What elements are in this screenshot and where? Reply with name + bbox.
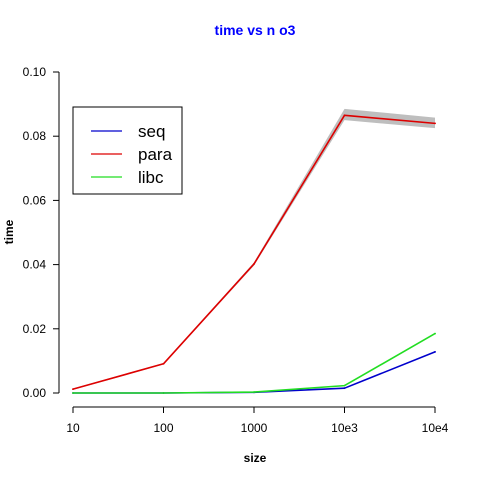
legend-box [72, 106, 183, 195]
y-tick-label: 0.10 [23, 65, 47, 79]
series-point-libc [253, 391, 255, 393]
legend: seq para libc [72, 106, 183, 195]
axis-layer: 0.00 0.02 0.04 0.06 0.08 0.10 10 100 1000 10e3 10e… [23, 65, 449, 435]
x-tick-label: 10e3 [331, 421, 358, 435]
series-point-para [72, 388, 74, 391]
series-point-libc [162, 392, 165, 394]
x-tick-label: 1000 [241, 421, 268, 435]
series-point-libc [434, 332, 436, 335]
y-tick-label: 0.08 [23, 129, 47, 143]
y-tick-label: 0.02 [23, 322, 47, 336]
chart-title: time vs n o3 [215, 22, 296, 38]
legend-label-libc: libc [138, 168, 164, 187]
series-point-para [253, 263, 255, 265]
x-tick-label: 10 [66, 421, 80, 435]
x-axis-label: size [244, 451, 267, 465]
x-tick-label: 100 [153, 421, 173, 435]
legend-label-para: para [138, 145, 173, 164]
y-axis-label: time [2, 219, 16, 244]
series-point-seq [343, 387, 346, 390]
series-point-libc [72, 392, 74, 394]
legend-label-seq: seq [138, 122, 165, 141]
series-point-seq [434, 351, 436, 353]
series-line-layer [72, 114, 436, 394]
series-point-para [434, 122, 436, 125]
series-point-para [343, 114, 346, 117]
x-tick-label: 10e4 [422, 421, 449, 435]
y-tick-label: 0.04 [23, 258, 47, 272]
series-point-para [162, 362, 165, 365]
y-tick-label: 0.00 [23, 386, 47, 400]
series-point-libc [343, 384, 346, 387]
legend-items: seq para libc [91, 122, 173, 187]
y-tick-label: 0.06 [23, 193, 47, 207]
